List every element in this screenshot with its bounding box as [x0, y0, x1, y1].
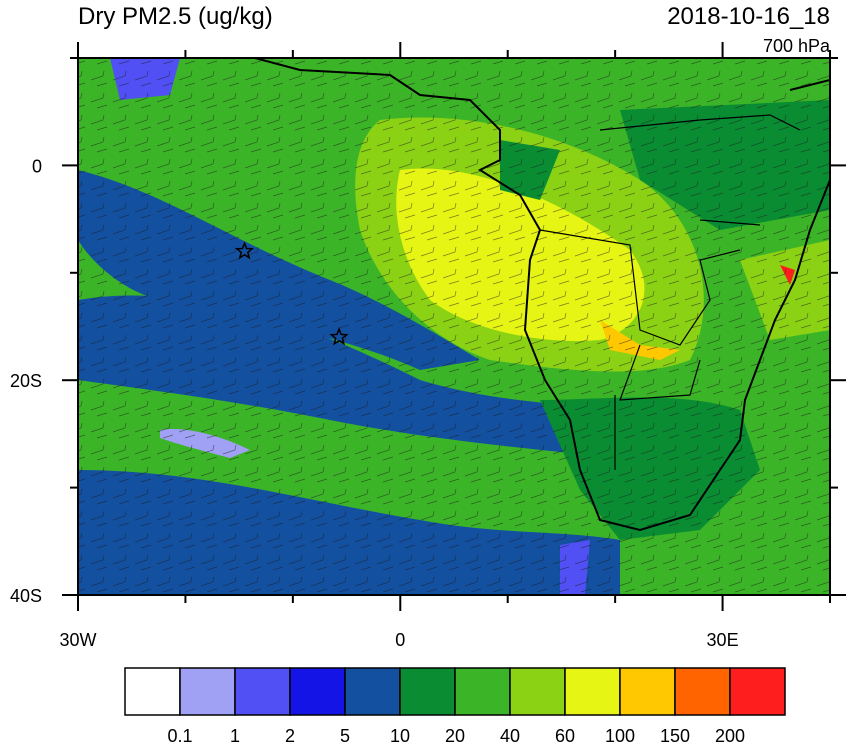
colorbar-label: 1 [230, 726, 240, 746]
colorbar-label: 0.1 [167, 726, 192, 746]
site-marker [234, 241, 255, 260]
colorbar-box [399, 667, 456, 716]
colorbar-label: 150 [660, 726, 690, 746]
ticks: 30W 0 30E 0 20S 40S [10, 42, 846, 650]
colorbar-label: 40 [500, 726, 520, 746]
colorbar-box [509, 667, 566, 716]
y-tick-label: 0 [32, 156, 42, 176]
x-tick-label: 0 [395, 630, 405, 650]
colorbar-box [454, 667, 511, 716]
colorbar-box [179, 667, 236, 716]
x-tick-label: 30W [59, 630, 96, 650]
x-tick-label: 30E [707, 630, 739, 650]
colorbar-box [564, 667, 621, 716]
time: 2018-10-16_18 [667, 3, 830, 30]
colorbar-label: 10 [390, 726, 410, 746]
level: 700 hPa [763, 36, 831, 56]
map-frame [77, 57, 831, 596]
colorbar-label: 20 [445, 726, 465, 746]
colorbar-label: 2 [285, 726, 295, 746]
markers [234, 241, 349, 346]
colorbar-box [729, 667, 786, 716]
colorbar-box [289, 667, 346, 716]
site-marker [329, 327, 349, 346]
map-field [78, 58, 830, 595]
colorbar-label: 200 [715, 726, 745, 746]
y-tick-label: 40S [10, 586, 42, 606]
colorbar-box [124, 667, 181, 716]
y-tick-label: 20S [10, 371, 42, 391]
colorbar-box [344, 667, 401, 716]
colorbar-label: 60 [555, 726, 575, 746]
colorbar-label: 100 [605, 726, 635, 746]
title: Dry PM2.5 (ug/kg) [78, 3, 273, 30]
colorbar-box [674, 667, 731, 716]
colorbar: 0.1 1 2 5 10 20 40 60 100 150 200 [124, 667, 786, 746]
colorbar-box [234, 667, 291, 716]
colorbar-label: 5 [340, 726, 350, 746]
colorbar-box [619, 667, 676, 716]
